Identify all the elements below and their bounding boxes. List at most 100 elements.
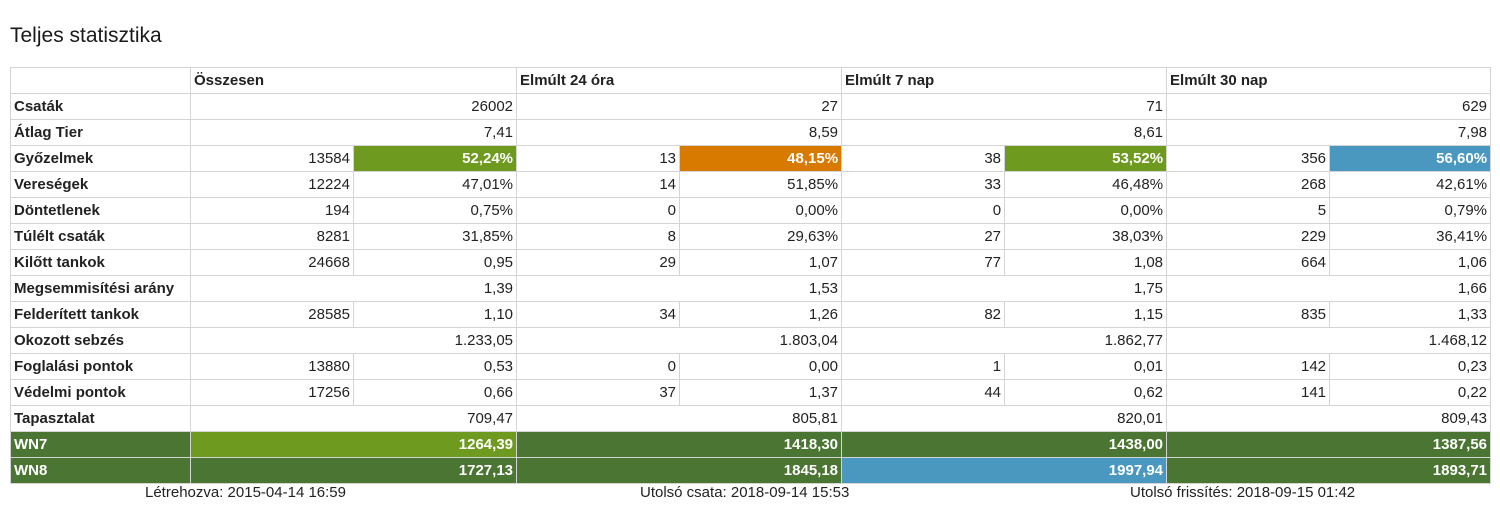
count-cell: 38 — [841, 145, 1006, 172]
value-cell: 629 — [1166, 93, 1492, 120]
value-cell: 1893,71 — [1166, 457, 1492, 484]
rate-cell: 0,00 — [679, 353, 843, 380]
row-label: Foglalási pontok — [10, 353, 191, 380]
table-row: WN7 1264,39 1418,30 1438,00 1387,56 — [10, 431, 1492, 458]
row-label: Felderített tankok — [10, 301, 191, 328]
row-label: Túlélt csaták — [10, 223, 191, 250]
table-row: Tapasztalat 709,47 805,81 820,01 809,43 — [10, 405, 1492, 432]
rate-cell: 1,33 — [1329, 301, 1492, 328]
table-row: Okozott sebzés 1.233,05 1.803,04 1.862,77 1.… — [10, 327, 1492, 354]
rate-cell: 47,01% — [352, 171, 518, 198]
row-label: WN7 — [10, 431, 191, 458]
value-cell: 805,81 — [516, 405, 843, 432]
count-cell: 0 — [516, 353, 681, 380]
value-cell: 1.468,12 — [1166, 327, 1492, 354]
value-cell: 71 — [841, 93, 1168, 120]
count-cell: 37 — [516, 379, 681, 406]
rate-cell: 52,24% — [352, 145, 518, 172]
rate-cell: 0,00% — [1004, 197, 1168, 224]
rate-cell: 0,62 — [1004, 379, 1168, 406]
value-cell: 1387,56 — [1166, 431, 1492, 458]
rate-cell: 0,00% — [679, 197, 843, 224]
count-cell: 835 — [1166, 301, 1331, 328]
row-label: WN8 — [10, 457, 191, 484]
rate-cell: 0,75% — [352, 197, 518, 224]
value-cell: 1418,30 — [516, 431, 843, 458]
count-cell: 34 — [516, 301, 681, 328]
row-label: Védelmi pontok — [10, 379, 191, 406]
table-row: Foglalási pontok 13880 0,53 0 0,00 1 0,01 142 0,… — [10, 353, 1492, 380]
table-row: Védelmi pontok 17256 0,66 37 1,37 44 0,62 141 0,… — [10, 379, 1492, 406]
table-header-row: Összesen Elmúlt 24 óra Elmúlt 7 nap Elmú… — [10, 67, 1492, 94]
table-row: Átlag Tier 7,41 8,59 8,61 7,98 — [10, 119, 1492, 146]
count-cell: 33 — [841, 171, 1006, 198]
table-row: Csaták 26002 27 71 629 — [10, 93, 1492, 120]
count-cell: 194 — [190, 197, 354, 224]
count-cell: 356 — [1166, 145, 1331, 172]
rate-cell: 0,95 — [352, 249, 518, 276]
table-row: Döntetlenek 194 0,75% 0 0,00% 0 0,00% 5 0,79% — [10, 197, 1492, 224]
rate-cell: 51,85% — [679, 171, 843, 198]
value-cell: 809,43 — [1166, 405, 1492, 432]
row-label: Győzelmek — [10, 145, 191, 172]
rate-cell: 56,60% — [1329, 145, 1492, 172]
count-cell: 14 — [516, 171, 681, 198]
table-row: Megsemmisítési arány 1,39 1,53 1,75 1,66 — [10, 275, 1492, 302]
value-cell: 7,41 — [189, 119, 518, 146]
table-row: Túlélt csaták 8281 31,85% 8 29,63% 27 38,03% 22… — [10, 223, 1492, 250]
table-row: Kilőtt tankok 24668 0,95 29 1,07 77 1,08 664 1,0… — [10, 249, 1492, 276]
table-row: Felderített tankok 28585 1,10 34 1,26 82 1,15 8… — [10, 301, 1492, 328]
rate-cell: 0,66 — [352, 379, 518, 406]
page-title: Teljes statisztika — [10, 24, 162, 47]
count-cell: 13 — [516, 145, 681, 172]
value-cell: 1264,39 — [189, 431, 518, 458]
count-cell: 8281 — [190, 223, 354, 250]
count-cell: 29 — [516, 249, 681, 276]
value-cell: 7,98 — [1166, 119, 1492, 146]
row-label: Döntetlenek — [10, 197, 191, 224]
count-cell: 0 — [841, 197, 1006, 224]
count-cell: 44 — [841, 379, 1006, 406]
row-label: Megsemmisítési arány — [10, 275, 191, 302]
stats-table: Összesen Elmúlt 24 óra Elmúlt 7 nap Elmú… — [10, 67, 1492, 484]
value-cell: 1727,13 — [189, 457, 518, 484]
rate-cell: 29,63% — [679, 223, 843, 250]
rate-cell: 0,79% — [1329, 197, 1492, 224]
rate-cell: 42,61% — [1329, 171, 1492, 198]
count-cell: 13880 — [190, 353, 354, 380]
row-label: Kilőtt tankok — [10, 249, 191, 276]
value-cell: 1.862,77 — [841, 327, 1168, 354]
count-cell: 229 — [1166, 223, 1331, 250]
row-label: Okozott sebzés — [10, 327, 191, 354]
rate-cell: 1,37 — [679, 379, 843, 406]
rate-cell: 1,10 — [352, 301, 518, 328]
row-label: Átlag Tier — [10, 119, 191, 146]
value-cell: 1438,00 — [841, 431, 1168, 458]
footer-last-update: Utolsó frissítés: 2018-09-15 01:42 — [1130, 484, 1356, 501]
rate-cell: 0,22 — [1329, 379, 1492, 406]
rate-cell: 1,08 — [1004, 249, 1168, 276]
header-corner — [10, 67, 191, 94]
count-cell: 8 — [516, 223, 681, 250]
column-header: Összesen — [189, 67, 518, 94]
footer-created: Létrehozva: 2015-04-14 16:59 — [145, 484, 346, 501]
footer-last-battle: Utolsó csata: 2018-09-14 15:53 — [640, 484, 850, 501]
value-cell: 1845,18 — [516, 457, 843, 484]
count-cell: 28585 — [190, 301, 354, 328]
value-cell: 1,75 — [841, 275, 1168, 302]
value-cell: 1997,94 — [841, 457, 1168, 484]
column-header: Elmúlt 30 nap — [1166, 67, 1492, 94]
value-cell: 8,61 — [841, 119, 1168, 146]
count-cell: 27 — [841, 223, 1006, 250]
count-cell: 142 — [1166, 353, 1331, 380]
rate-cell: 1,15 — [1004, 301, 1168, 328]
rate-cell: 46,48% — [1004, 171, 1168, 198]
count-cell: 5 — [1166, 197, 1331, 224]
column-header: Elmúlt 7 nap — [841, 67, 1168, 94]
value-cell: 1.233,05 — [189, 327, 518, 354]
table-row: WN8 1727,13 1845,18 1997,94 1893,71 — [10, 457, 1492, 484]
table-row: Vereségek 12224 47,01% 14 51,85% 33 46,48% 268 4… — [10, 171, 1492, 198]
value-cell: 1,53 — [516, 275, 843, 302]
count-cell: 664 — [1166, 249, 1331, 276]
count-cell: 17256 — [190, 379, 354, 406]
